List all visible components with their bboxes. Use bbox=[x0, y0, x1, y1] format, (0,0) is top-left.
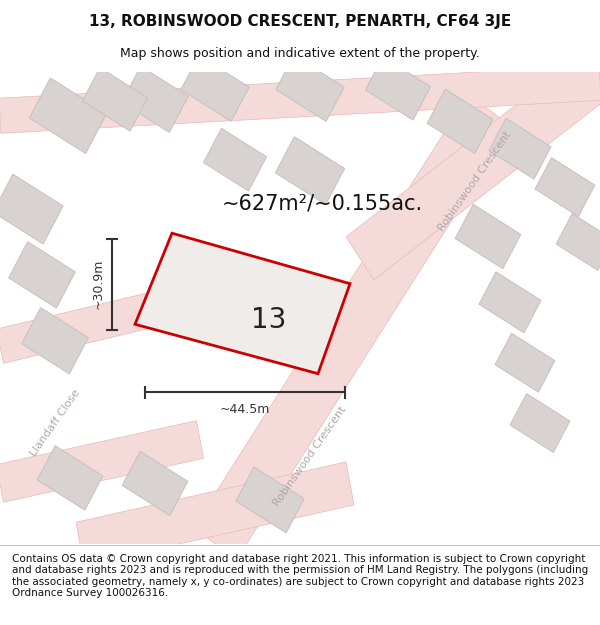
Text: 13: 13 bbox=[251, 306, 286, 334]
Polygon shape bbox=[22, 308, 88, 374]
Polygon shape bbox=[181, 56, 249, 121]
Polygon shape bbox=[29, 78, 107, 154]
Polygon shape bbox=[194, 94, 511, 560]
Polygon shape bbox=[236, 467, 304, 533]
Text: Map shows position and indicative extent of the property.: Map shows position and indicative extent… bbox=[120, 48, 480, 61]
Text: Llandaff Close: Llandaff Close bbox=[28, 388, 82, 458]
Polygon shape bbox=[8, 242, 76, 308]
Polygon shape bbox=[495, 333, 555, 392]
Polygon shape bbox=[122, 66, 188, 132]
Polygon shape bbox=[0, 291, 163, 363]
Polygon shape bbox=[0, 421, 203, 502]
Polygon shape bbox=[276, 56, 344, 121]
Text: 13, ROBINSWOOD CRESCENT, PENARTH, CF64 3JE: 13, ROBINSWOOD CRESCENT, PENARTH, CF64 3… bbox=[89, 14, 511, 29]
Polygon shape bbox=[76, 462, 354, 565]
Polygon shape bbox=[135, 233, 350, 374]
Polygon shape bbox=[82, 68, 148, 131]
Polygon shape bbox=[365, 57, 431, 120]
Text: ~627m²/~0.155ac.: ~627m²/~0.155ac. bbox=[222, 194, 423, 214]
Polygon shape bbox=[510, 394, 570, 452]
Polygon shape bbox=[122, 451, 188, 516]
Polygon shape bbox=[479, 272, 541, 332]
Polygon shape bbox=[203, 128, 266, 191]
Text: Robinswood Crescent: Robinswood Crescent bbox=[437, 130, 514, 233]
Polygon shape bbox=[455, 204, 521, 269]
Polygon shape bbox=[535, 158, 595, 216]
Polygon shape bbox=[556, 214, 600, 271]
Text: ~30.9m: ~30.9m bbox=[91, 259, 104, 309]
Polygon shape bbox=[37, 446, 103, 510]
Polygon shape bbox=[346, 51, 600, 280]
Text: Contains OS data © Crown copyright and database right 2021. This information is : Contains OS data © Crown copyright and d… bbox=[12, 554, 588, 598]
Polygon shape bbox=[0, 66, 600, 133]
Polygon shape bbox=[0, 174, 63, 244]
Polygon shape bbox=[489, 118, 551, 179]
Text: Robinswood Crescent: Robinswood Crescent bbox=[272, 404, 349, 508]
Polygon shape bbox=[427, 89, 493, 154]
Text: ~44.5m: ~44.5m bbox=[220, 403, 270, 416]
Polygon shape bbox=[275, 137, 344, 204]
